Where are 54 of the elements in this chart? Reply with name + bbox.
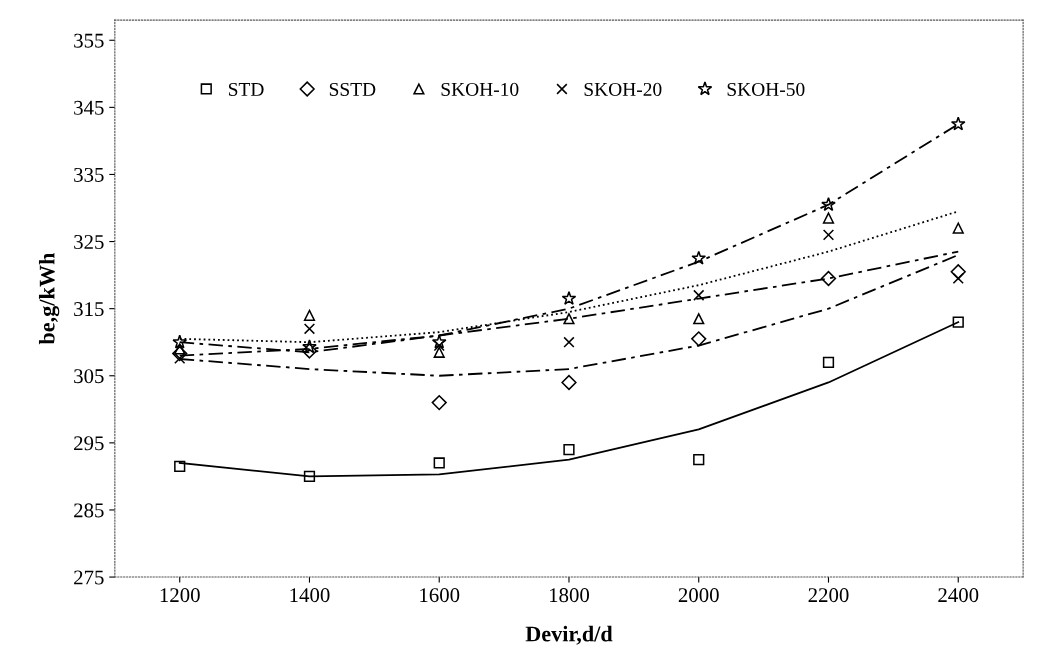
x-tick-label: 1800 <box>549 588 590 603</box>
point <box>561 290 577 305</box>
point <box>691 331 707 347</box>
point <box>693 289 705 301</box>
point <box>821 196 836 212</box>
x-tick-label: 1200 <box>160 588 200 603</box>
legend-label: STD <box>228 82 264 96</box>
point <box>820 270 837 287</box>
point <box>303 470 316 483</box>
point <box>431 394 447 411</box>
point <box>433 346 445 358</box>
x-tick-label: 2000 <box>678 588 719 603</box>
x-tick-label: 2400 <box>938 588 979 603</box>
point <box>172 334 188 349</box>
y-tick-label: 345 <box>74 100 104 115</box>
y-tick-label: 315 <box>74 302 104 317</box>
point <box>174 460 186 472</box>
point <box>952 222 964 234</box>
point <box>822 356 835 368</box>
point <box>952 316 964 328</box>
y-axis-title: be,g/kWh <box>38 252 60 345</box>
legend-label: SKOH-20 <box>584 82 662 96</box>
point <box>950 116 966 131</box>
point <box>301 343 318 359</box>
point <box>563 443 575 456</box>
y-tick-label: 295 <box>74 436 104 451</box>
legend-label: SSTD <box>329 82 376 96</box>
y-tick-label: 335 <box>74 167 104 182</box>
point <box>433 457 445 469</box>
y-tick-label: 355 <box>74 33 104 48</box>
point <box>303 323 316 335</box>
x-axis-title: Devir,d/d <box>525 625 613 645</box>
y-tick-label: 275 <box>74 570 104 585</box>
point <box>561 374 577 391</box>
point <box>302 339 317 354</box>
y-tick-label: 325 <box>74 234 104 249</box>
point <box>172 345 188 362</box>
point <box>563 336 575 348</box>
point <box>431 334 447 349</box>
point <box>693 313 705 325</box>
y-tick-label: 285 <box>74 503 104 518</box>
point <box>691 250 707 265</box>
point <box>563 313 575 325</box>
x-tick-label: 1400 <box>290 588 330 603</box>
point <box>822 229 835 241</box>
y-tick-label: 305 <box>74 369 104 384</box>
point <box>952 272 964 285</box>
legend-label: SKOH-10 <box>441 82 519 96</box>
point <box>822 212 835 224</box>
point <box>693 454 705 466</box>
x-tick-label: 2200 <box>808 588 849 603</box>
x-tick-label: 1600 <box>420 588 460 603</box>
legend-label: SKOH-50 <box>727 82 805 96</box>
point <box>303 309 316 321</box>
